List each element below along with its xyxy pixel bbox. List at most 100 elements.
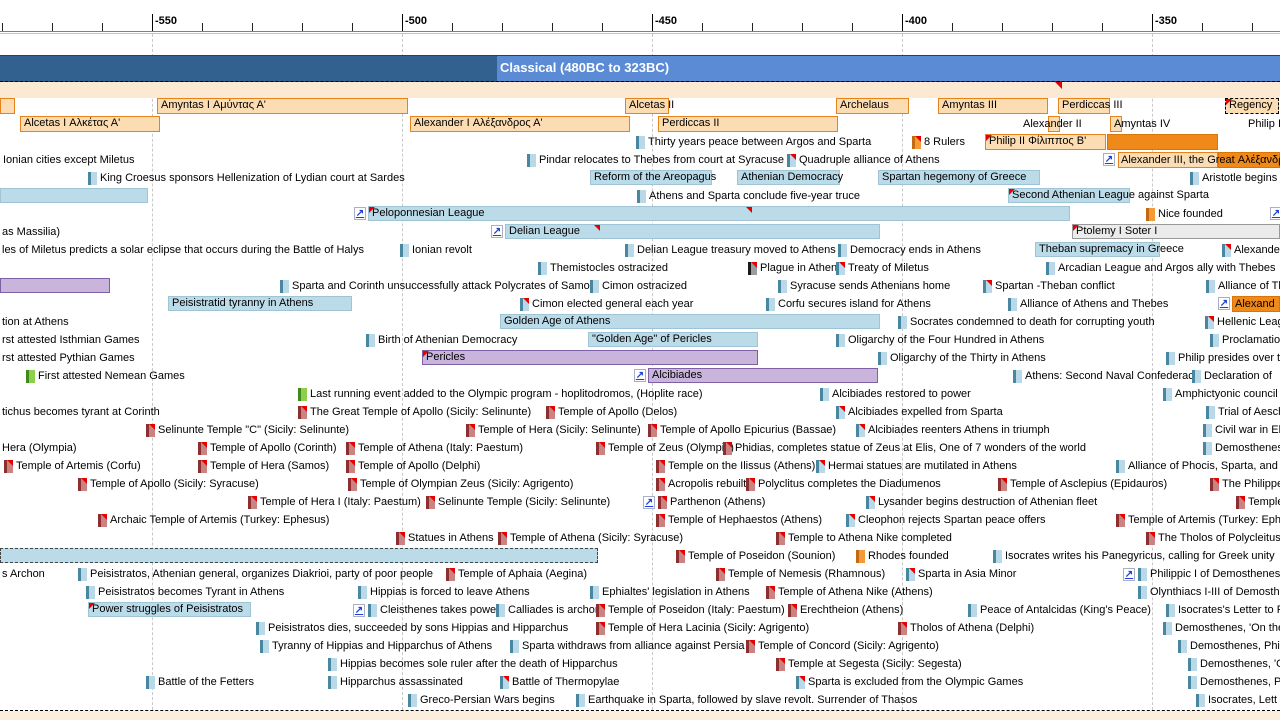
timeline-event[interactable]: Temple of Asclepius (Epidauros): [998, 477, 1167, 491]
hyperlink-icon[interactable]: ↗: [1123, 567, 1135, 581]
timeline-event[interactable]: Polyclitus completes the Diadumenos: [746, 477, 941, 491]
timeline-event[interactable]: Temple of Apollo Epicurius (Bassae): [648, 423, 836, 437]
ruler-bar[interactable]: Ptolemy I Soter I: [1072, 224, 1280, 239]
timeline-event[interactable]: Temple on the Ilissus (Athens): [656, 459, 815, 473]
hyperlink-icon[interactable]: ↗: [354, 207, 366, 220]
timeline-event[interactable]: Birth of Athenian Democracy: [366, 333, 517, 347]
timeline-event[interactable]: ↗ Philippic I of Demosthenes: [1123, 567, 1280, 581]
reign-bar[interactable]: Alcetas II: [625, 98, 674, 114]
timeline-event[interactable]: Temple of Poseidon (Italy: Paestum): [596, 603, 785, 617]
timeline-event[interactable]: Nice founded: [1146, 207, 1223, 221]
timeline-event[interactable]: King Croesus sponsors Hellenization of L…: [88, 171, 405, 185]
timeline-event[interactable]: Rhodes founded: [856, 549, 949, 563]
timeline-event[interactable]: Temple of Nemesis (Rhamnous): [716, 567, 885, 581]
timeline-event[interactable]: Demosthenes, 'On the: [1163, 621, 1280, 635]
reign-bar[interactable]: [0, 98, 15, 114]
reign-bar[interactable]: Philip II Φίλιππος Β': [985, 134, 1106, 150]
timeline-event[interactable]: Sparta withdraws from alliance against P…: [510, 639, 745, 653]
lifespan-bar[interactable]: Alcibiades: [648, 368, 878, 383]
timeline-event[interactable]: Syracuse sends Athenians home: [778, 279, 950, 293]
timeline-event[interactable]: Democracy ends in Athens: [838, 243, 981, 257]
era-bar-classical[interactable]: [497, 55, 1280, 82]
timeline-event[interactable]: Temple of Hera I (Italy: Paestum): [248, 495, 421, 509]
timeline-event[interactable]: Athens: Second Naval Confederacy: [1013, 369, 1199, 383]
timeline-event[interactable]: Sparta in Asia Minor: [906, 567, 1016, 581]
timeline-event[interactable]: Ionian revolt: [400, 243, 472, 257]
timeline-event[interactable]: Temple of Athena (Sicily: Syracuse): [498, 531, 683, 545]
timeline-event[interactable]: Temple of Apollo (Corinth): [198, 441, 337, 455]
timeline-event[interactable]: Archaic Temple of Artemis (Turkey: Ephes…: [98, 513, 329, 527]
period-bar[interactable]: Theban supremacy in Greece: [1035, 242, 1184, 257]
reign-bar[interactable]: Amyntas III: [938, 98, 1048, 114]
timeline-event[interactable]: Temple to Athena Nike completed: [776, 531, 952, 545]
timeline-event[interactable]: Temple at Segesta (Sicily: Segesta): [776, 657, 962, 671]
timeline-event[interactable]: Proclamation o: [1210, 333, 1280, 347]
timeline-event[interactable]: Trial of Aeschines: [1206, 405, 1280, 419]
timeline-event[interactable]: Temple of Hera Lacinia (Sicily: Agrigent…: [596, 621, 809, 635]
timeline-event[interactable]: Aristotle begins tea: [1190, 171, 1280, 185]
timeline-event[interactable]: Hippias becomes sole ruler after the dea…: [328, 657, 618, 671]
timeline-event[interactable]: Statues in Athens: [396, 531, 494, 545]
timeline-event[interactable]: Thirty years peace between Argos and Spa…: [636, 135, 871, 149]
timeline-event[interactable]: Isocrates's Letter to Phi: [1166, 603, 1280, 617]
hyperlink-icon[interactable]: ↗: [491, 225, 503, 238]
timeline-event[interactable]: Temple of Olympian Zeus (Sicily: Agrigen…: [348, 477, 573, 491]
timeline-event[interactable]: Acropolis rebuilt: [656, 477, 746, 491]
reign-bar[interactable]: [1110, 116, 1122, 132]
period-bar[interactable]: Second Athenian League against Sparta: [1008, 188, 1209, 203]
timeline-event[interactable]: Temple of Hera (Samos): [198, 459, 329, 473]
timeline-event[interactable]: Arcadian League and Argos ally with Theb…: [1046, 261, 1276, 275]
timeline-event[interactable]: Declaration of: [1192, 369, 1272, 383]
hyperlink-icon[interactable]: ↗: [353, 603, 365, 617]
period-bar[interactable]: Power struggles of Peisistratos: [88, 602, 251, 617]
reign-bar[interactable]: Alcetas I Αλκέτας Α': [20, 116, 160, 132]
timeline-event[interactable]: The Philippeio: [1210, 477, 1280, 491]
timeline-event[interactable]: Quadruple alliance of Athens: [787, 153, 940, 167]
timeline-event[interactable]: Peisistratos, Athenian general, organize…: [78, 567, 433, 581]
timeline-event[interactable]: Selinunte Temple "C" (Sicily: Selinunte): [146, 423, 349, 437]
timeline-event[interactable]: Philip presides over the: [1166, 351, 1280, 365]
timeline-event[interactable]: Demosthenes in the: [1203, 441, 1280, 455]
timeline-event[interactable]: Themistocles ostracized: [538, 261, 668, 275]
hyperlink-icon[interactable]: ↗: [643, 495, 655, 509]
hyperlink-icon[interactable]: ↗: [1103, 153, 1115, 166]
timeline-event[interactable]: Cleophon rejects Spartan peace offers: [846, 513, 1046, 527]
timeline-event[interactable]: Alcibiades expelled from Sparta: [836, 405, 1003, 419]
era-bar-previous[interactable]: [0, 55, 497, 82]
lifespan-bar[interactable]: Pericles: [422, 350, 758, 365]
timeline-event[interactable]: Treaty of Miletus: [836, 261, 929, 275]
timeline-event[interactable]: Spartan -Theban conflict: [983, 279, 1115, 293]
period-bar[interactable]: Delian League: [505, 224, 880, 239]
timeline-event[interactable]: The Tholos of Polycleitus (E: [1146, 531, 1280, 545]
reign-bar[interactable]: Amyntas I Αμύντας Α': [157, 98, 408, 114]
timeline-event[interactable]: Ephialtes' legislation in Athens: [590, 585, 750, 599]
timeline-event[interactable]: Phidias, completes statue of Zeus at Eli…: [723, 441, 1086, 455]
period-bar[interactable]: "Golden Age" of Pericles: [588, 332, 758, 347]
hyperlink-icon[interactable]: ↗: [1218, 297, 1230, 310]
reign-bar[interactable]: [1048, 116, 1060, 132]
timeline-event[interactable]: Socrates condemned to death for corrupti…: [898, 315, 1155, 329]
timeline-event[interactable]: Tholos of Athena (Delphi): [898, 621, 1034, 635]
timeline-event[interactable]: Pindar relocates to Thebes from court at…: [527, 153, 784, 167]
timeline-event[interactable]: Battle of Thermopylae: [500, 675, 619, 689]
timeline-event[interactable]: Corfu secures island for Athens: [766, 297, 931, 311]
reign-bar[interactable]: [1107, 134, 1218, 150]
timeline-event[interactable]: Plague in Athens: [748, 261, 843, 275]
reign-bar[interactable]: Alexander I Αλέξανδρος Α': [410, 116, 630, 132]
timeline-event[interactable]: Temple of Hera (Sicily: Selinunte): [466, 423, 641, 437]
timeline-event[interactable]: Hermai statues are mutilated in Athens: [816, 459, 1017, 473]
timeline-event[interactable]: Sparta and Corinth unsuccessfully attack…: [280, 279, 595, 293]
timeline-event[interactable]: Alliance of Athens and Thebes: [1008, 297, 1168, 311]
timeline-event[interactable]: 8 Rulers: [912, 135, 965, 149]
period-bar[interactable]: Golden Age of Athens: [500, 314, 880, 329]
timeline-event[interactable]: Alcibiades reenters Athens in triumph: [856, 423, 1050, 437]
timeline-event[interactable]: Calliades is archon: [496, 603, 601, 617]
timeline-event[interactable]: Cimon ostracized: [590, 279, 687, 293]
hyperlink-icon[interactable]: ↗: [634, 369, 646, 382]
timeline-event[interactable]: Temple of Apollo (Delphi): [346, 459, 480, 473]
timeline-event[interactable]: Temple of Poseidon (Sounion): [676, 549, 835, 563]
timeline-event[interactable]: Athens and Sparta conclude five-year tru…: [637, 189, 860, 203]
period-bar[interactable]: [0, 188, 148, 203]
timeline-event[interactable]: Civil war in Elis and: [1203, 423, 1280, 437]
timeline-event[interactable]: Sparta is excluded from the Olympic Game…: [796, 675, 1023, 689]
